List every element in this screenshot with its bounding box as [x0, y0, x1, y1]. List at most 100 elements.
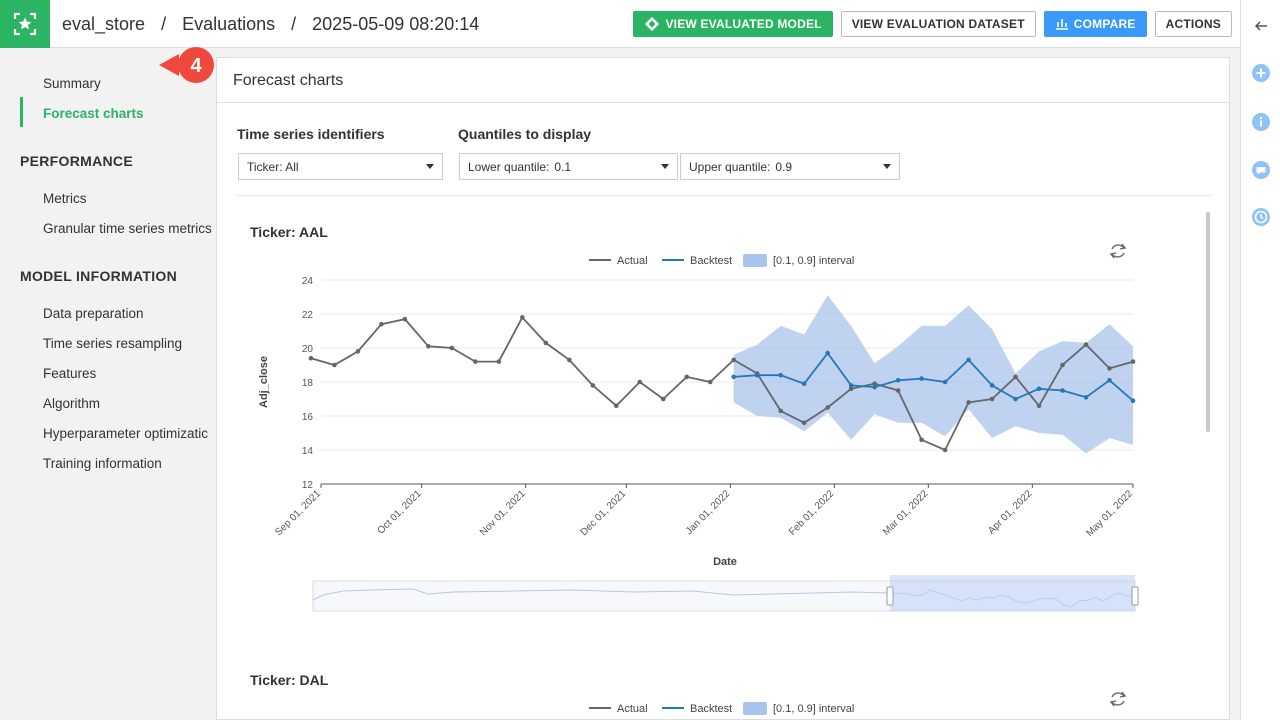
view-evaluation-dataset-button[interactable]: VIEW EVALUATION DATASET — [840, 11, 1036, 37]
actual-point — [332, 362, 337, 368]
compare-button[interactable]: COMPARE — [1043, 11, 1147, 37]
y-axis-title: Adj_close — [258, 356, 270, 408]
actual-point — [801, 420, 807, 426]
forecast-panel: Forecast charts Time series identifiers … — [216, 57, 1230, 720]
ticker-select[interactable]: Ticker: All — [238, 153, 443, 180]
x-tick-label: Feb 01, 2022 — [787, 488, 837, 538]
refresh-icon[interactable] — [1109, 691, 1127, 707]
legend-interval-swatch — [743, 702, 767, 715]
nav-hyperparameter-optimization[interactable]: Hyperparameter optimizatic — [43, 426, 209, 441]
nav-training-information[interactable]: Training information — [43, 456, 162, 471]
actual-point — [848, 386, 854, 392]
upper-quantile-value: 0.9 — [775, 159, 793, 174]
backtest-point — [942, 379, 948, 385]
info-icon — [1252, 113, 1270, 131]
refresh-arc-bottom — [1111, 252, 1125, 258]
rail-add-button[interactable] — [1251, 63, 1271, 83]
backtest-point — [825, 350, 830, 356]
x-tick-label: Dec 01, 2021 — [579, 488, 629, 538]
collapse-button[interactable] — [1251, 16, 1271, 36]
actual-point — [613, 403, 619, 409]
rail-history-button[interactable] — [1251, 207, 1271, 227]
chevron-down-icon — [426, 164, 434, 169]
backtest-point — [731, 374, 737, 380]
top-bar: eval_store / Evaluations / 2025-05-09 08… — [0, 0, 1240, 48]
actual-point — [379, 321, 384, 327]
view-evaluated-model-button[interactable]: VIEW EVALUATED MODEL — [633, 11, 833, 37]
breadcrumb-separator: / — [291, 13, 297, 34]
x-tick-label: Mar 01, 2022 — [881, 488, 931, 538]
actions-label: ACTIONS — [1165, 17, 1221, 31]
backtest-point — [1060, 388, 1065, 393]
actual-point — [355, 349, 361, 354]
arrow-left-icon — [1254, 21, 1267, 31]
rail-info-button[interactable] — [1251, 112, 1271, 132]
nav-features[interactable]: Features — [43, 366, 97, 381]
rail-discussions-button[interactable] — [1251, 160, 1271, 180]
nav-granular-metrics[interactable]: Granular time series metrics — [43, 221, 212, 236]
nav-algorithm[interactable]: Algorithm — [43, 396, 101, 411]
refresh-arrow-top — [1119, 243, 1127, 250]
breadcrumb-evaluations[interactable]: Evaluations — [182, 13, 276, 34]
lower-quantile-value: 0.1 — [554, 159, 572, 174]
range-slider-right-handle[interactable] — [1131, 586, 1139, 606]
actual-series-line — [310, 315, 1134, 452]
nav-time-series-resampling[interactable]: Time series resampling — [43, 336, 183, 351]
backtest-point — [1013, 396, 1018, 402]
actual-point — [731, 357, 737, 363]
nav-metrics[interactable]: Metrics — [43, 191, 87, 206]
backtest-point — [801, 381, 807, 386]
compare-icon — [1055, 19, 1068, 30]
forecast-chart-aal[interactable]: Actual Backtest [0.1, 0.9] interval 12 14 16 1… — [217, 228, 1202, 628]
range-slider[interactable] — [312, 575, 1139, 612]
actual-point — [1083, 342, 1089, 347]
chart-title-aal: Ticker: AAL — [250, 224, 328, 240]
legend-interval-swatch — [743, 254, 767, 267]
nav-summary[interactable]: Summary — [43, 76, 101, 91]
view-evaluated-model-label: VIEW EVALUATED MODEL — [665, 17, 822, 31]
backtest-point — [778, 372, 783, 378]
backtest-point — [848, 383, 854, 388]
nav-data-preparation[interactable]: Data preparation — [43, 306, 144, 321]
actual-point — [402, 316, 408, 322]
lower-quantile-label: Lower quantile: — [468, 159, 550, 174]
x-tick-label: Jan 01, 2022 — [684, 488, 733, 537]
refresh-arrow-bottom — [1109, 700, 1117, 707]
actual-point — [543, 340, 549, 346]
breadcrumb-separator: / — [161, 13, 167, 34]
range-slider-window[interactable] — [890, 575, 1135, 611]
nav-forecast-charts[interactable]: Forecast charts — [43, 106, 144, 121]
x-tick-label: Sep 01, 2021 — [273, 488, 323, 538]
backtest-point — [1107, 378, 1112, 383]
right-rail — [1240, 0, 1280, 720]
panel-scrollbar[interactable] — [1206, 212, 1210, 432]
actual-point — [989, 396, 995, 402]
backtest-point — [966, 357, 971, 363]
y-tick-label: 20 — [302, 344, 314, 355]
model-icon — [645, 17, 660, 31]
lower-quantile-select[interactable]: Lower quantile: 0.1 — [459, 153, 678, 180]
step-callout-badge: 4 — [159, 47, 214, 83]
x-axis-title: Date — [713, 556, 737, 568]
refresh-icon[interactable] — [1109, 243, 1127, 259]
refresh-arrow-top — [1119, 691, 1127, 698]
chevron-down-icon — [883, 164, 891, 169]
actions-button[interactable]: ACTIONS — [1154, 11, 1232, 37]
home-logo[interactable] — [0, 0, 50, 48]
actual-point — [590, 383, 596, 388]
legend-interval-label: [0.1, 0.9] interval — [773, 703, 854, 715]
plus-circle-icon — [1252, 64, 1270, 82]
refresh-arc-top — [1111, 692, 1125, 698]
legend-actual-label: Actual — [617, 255, 648, 267]
actual-point — [566, 357, 572, 363]
upper-quantile-select[interactable]: Upper quantile: 0.9 — [680, 153, 900, 180]
legend-backtest-label: Backtest — [690, 703, 732, 715]
forecast-chart-dal[interactable]: Actual Backtest [0.1, 0.9] interval — [217, 676, 1202, 720]
actual-point — [308, 355, 314, 361]
breadcrumb-evaluation-date: 2025-05-09 08:20:14 — [312, 13, 480, 34]
chat-icon — [1252, 161, 1270, 179]
range-slider-left-handle[interactable] — [886, 586, 894, 606]
backtest-point — [754, 372, 760, 378]
actual-point — [825, 405, 830, 410]
breadcrumb-project[interactable]: eval_store — [62, 13, 146, 34]
